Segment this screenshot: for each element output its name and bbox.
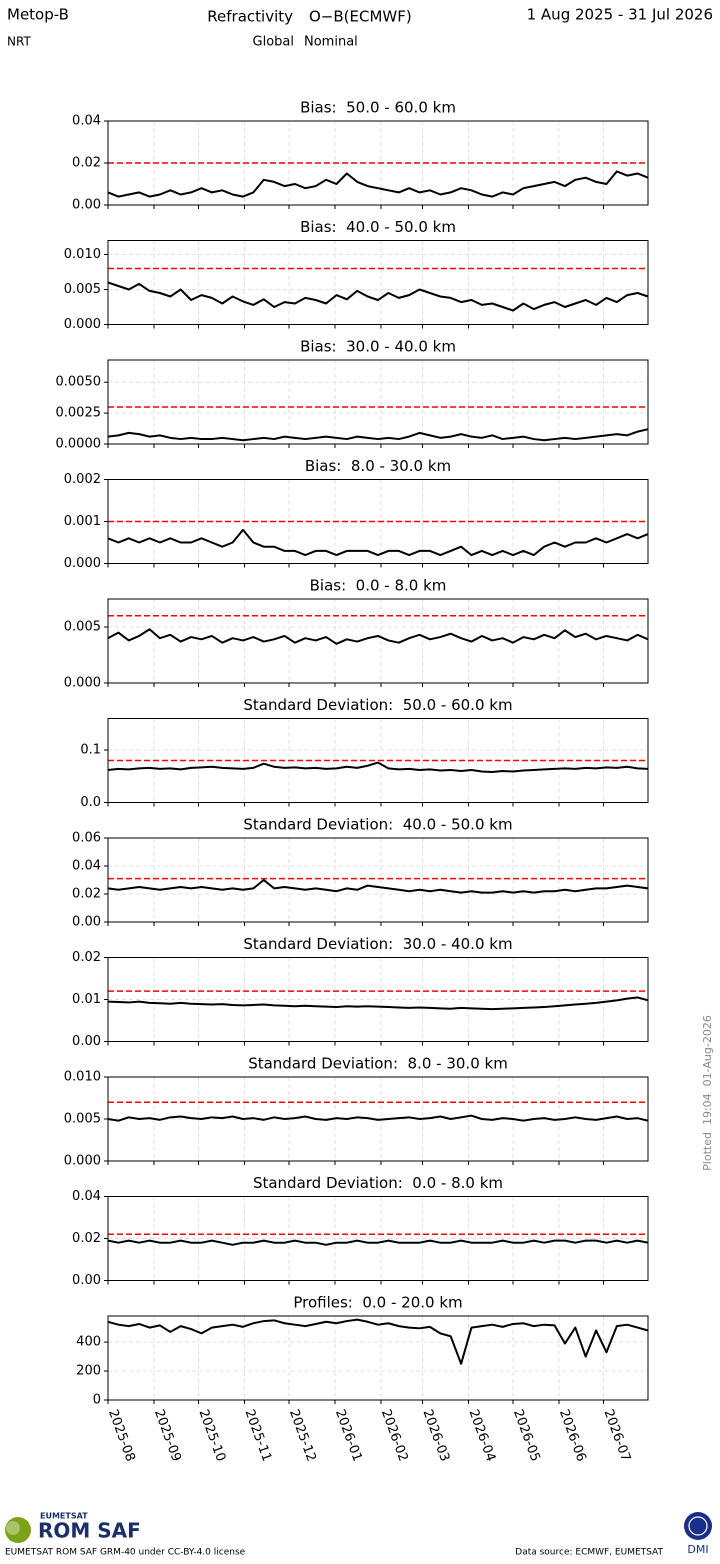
plot-frame [107,957,649,1042]
plot-frame [107,120,649,206]
status: Nominal [304,35,358,50]
y-tick-label: 0.005 [64,1112,101,1127]
y-tick-label: 0.00 [72,198,101,213]
panel-title: Profiles: 0.0 - 20.0 km [293,1294,462,1312]
y-tick-label: 0.02 [72,1231,101,1246]
y-tick-label: 0.000 [64,556,101,571]
plot-frame [107,1196,649,1281]
dmi-logo [684,1512,712,1540]
y-tick-label: 0.0 [80,795,101,810]
plotted-note: Plotted 19:04 01-Aug-2026 [701,1015,714,1171]
x-tick-label: 2025-10 [195,1407,228,1463]
panel-title: Bias: 50.0 - 60.0 km [300,99,456,117]
panel-title: Standard Deviation: 50.0 - 60.0 km [243,696,512,714]
logo-text: ROM SAF [38,1519,141,1543]
y-tick-label: 0.04 [72,114,101,129]
y-tick-label: 0.000 [64,317,101,332]
panel-title: Bias: 40.0 - 50.0 km [300,218,456,236]
y-tick-label: 0.0000 [56,437,102,452]
plot-frame [107,837,649,923]
x-tick-label: 2026-01 [332,1407,365,1463]
x-tick-label: 2026-03 [419,1407,452,1463]
y-tick-label: 0.0025 [56,406,102,421]
data-line [107,879,649,894]
plot-frame [107,359,649,445]
data-line [107,628,649,645]
panel-title: Standard Deviation: 0.0 - 8.0 km [253,1174,503,1192]
org: EUMETSAT [40,1512,88,1521]
x-tick-label: 2026-07 [600,1407,633,1463]
y-tick-label: 0.00 [72,1273,101,1288]
data-line [107,1318,649,1365]
panel-title: Standard Deviation: 40.0 - 50.0 km [243,816,512,834]
y-tick-label: 0.04 [72,859,101,874]
y-tick-label: 0.02 [72,887,101,902]
y-tick-label: 0.06 [72,831,101,846]
y-tick-label: 0.001 [64,514,101,529]
x-tick-label: 2026-02 [378,1407,411,1463]
y-tick-label: 0.000 [64,676,101,691]
panel-title: Bias: 0.0 - 8.0 km [310,577,447,595]
plot-frame [107,240,649,325]
data-line [107,428,649,442]
panel-title: Standard Deviation: 30.0 - 40.0 km [243,935,512,953]
panel-title: Standard Deviation: 8.0 - 30.0 km [248,1055,508,1073]
plot-frame [107,1076,649,1162]
y-tick-label: 0.02 [72,156,101,171]
data-line [107,170,649,198]
x-tick-label: 2026-06 [556,1407,589,1463]
dmi-logo-ring [688,1516,708,1536]
y-tick-label: 200 [76,1364,101,1379]
y-tick-label: 0.0050 [56,375,102,390]
y-tick-label: 0.00 [72,915,101,930]
y-tick-label: 0.005 [64,282,101,297]
data-line [107,996,649,1011]
x-tick-label: 2025-11 [241,1407,274,1463]
romsaf-logo-shine [6,1521,20,1535]
y-tick-label: 0 [93,1393,101,1408]
y-tick-label: 0.000 [64,1154,101,1169]
data-line [107,281,649,312]
y-tick-label: 0.010 [64,1070,101,1085]
y-tick-label: 0.1 [80,743,101,758]
mode: NRT [7,35,31,49]
region: Global [253,35,294,50]
source: Data source: ECMWF, EUMETSAT [515,1548,663,1558]
plot-frame [107,598,649,684]
data-line [107,528,649,557]
y-tick-label: 0.01 [72,992,101,1007]
x-tick-label: 2026-05 [510,1407,543,1463]
data-line [107,1239,649,1246]
period: 1 Aug 2025 - 31 Jul 2026 [527,6,713,24]
x-tick-label: 2025-09 [151,1407,184,1463]
y-tick-label: 0.04 [72,1189,101,1204]
data-line [107,1114,649,1122]
y-tick-label: 0.02 [72,950,101,965]
romsaf-logo-mark [5,1517,31,1543]
plot-frame [107,479,649,564]
y-tick-label: 0.00 [72,1034,101,1049]
data-line [107,761,649,774]
y-tick-label: 0.005 [64,620,101,635]
dmi-label: DMI [687,1543,708,1556]
x-tick-label: 2026-04 [465,1407,498,1463]
x-tick-label: 2025-12 [286,1407,319,1463]
panel-title: Bias: 30.0 - 40.0 km [300,338,456,356]
x-tick-label: 2025-08 [105,1407,138,1463]
comparison: O−B(ECMWF) [309,8,412,26]
plot-frame [107,718,649,803]
plot-frame [107,1315,649,1401]
license: EUMETSAT ROM SAF GRM-40 under CC-BY-4.0 … [5,1548,246,1558]
y-tick-label: 400 [76,1335,101,1350]
quantity: Refractivity [207,8,293,26]
y-tick-label: 0.010 [64,247,101,262]
satellite: Metop-B [7,6,69,24]
panel-title: Bias: 8.0 - 30.0 km [305,457,451,475]
y-tick-label: 0.002 [64,472,101,487]
